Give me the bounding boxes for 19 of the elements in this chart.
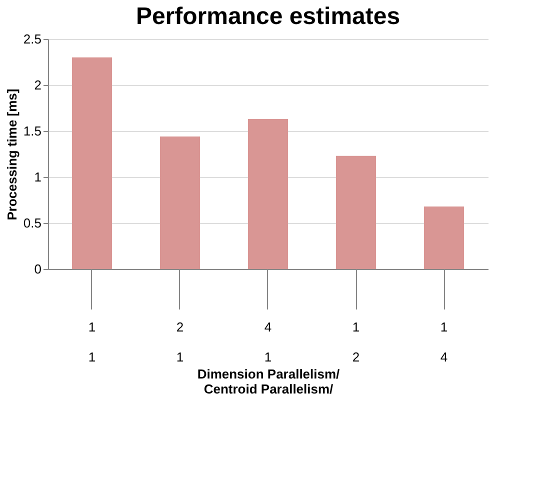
bar [72,57,112,269]
y-tick-label: 2.5 [23,32,42,46]
chart-title: Performance estimates [136,3,400,30]
x-tick-label: 4 1 [264,320,272,364]
x-tick-label: 1 1 [88,320,96,364]
x-tick-label: 1 4 [440,320,448,364]
y-axis-title: Processing time [ms] [4,88,20,220]
x-axis-title: Dimension Parallelism/ Centroid Parallelism/ [197,366,340,396]
bar [336,156,376,269]
bar [160,136,200,269]
x-tick-label: 1 2 [352,320,360,364]
bar [424,206,464,269]
y-tick-label: 2 [34,78,42,92]
bar [248,119,288,269]
y-tick-label: 1 [34,170,42,184]
y-tick-label: 1.5 [23,124,42,138]
y-tick-label: 0 [34,262,42,276]
y-tick-label: 0.5 [23,216,42,230]
x-tick-label: 2 1 [176,320,184,364]
